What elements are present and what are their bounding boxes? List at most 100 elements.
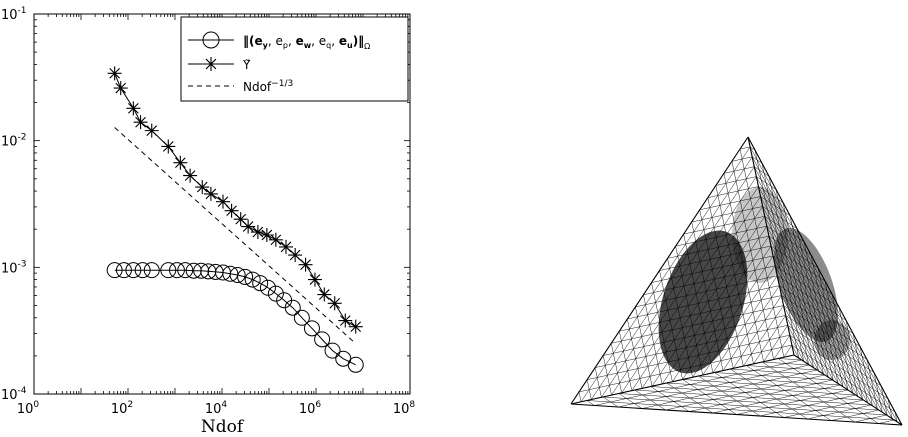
data-point-star: [161, 139, 176, 154]
data-point-circle: [303, 320, 320, 337]
data-point-circle: [125, 262, 142, 279]
tetrahedron-mesh: [570, 136, 903, 426]
mesh-right-face: [824, 280, 849, 391]
mesh-bottom-face: [714, 372, 833, 381]
x-tick-label: 100: [17, 400, 40, 417]
mesh-right-face: [760, 196, 873, 407]
mesh-bottom-face: [878, 419, 895, 424]
mesh-right-face: [754, 150, 800, 359]
mesh-right-face: [749, 146, 898, 422]
data-point-star: [338, 313, 353, 328]
mesh-bottom-face: [594, 359, 802, 406]
data-point-circle: [252, 275, 269, 292]
x-axis-label: Ndof: [201, 417, 245, 437]
data-point-star: [107, 66, 122, 81]
mesh-right-face: [789, 335, 889, 399]
mesh-left-face: [723, 166, 755, 174]
mesh-right-face: [779, 285, 829, 378]
mesh-bottom-face: [618, 364, 810, 408]
mesh-right-face: [791, 344, 896, 413]
data-point-star: [327, 296, 342, 311]
mesh-right-face: [783, 305, 819, 372]
data-point-circle: [314, 331, 331, 348]
mesh-left-face: [627, 318, 643, 389]
mesh-bottom-face: [618, 393, 879, 411]
mesh-left-face: [691, 206, 763, 223]
data-point-star: [133, 115, 148, 130]
mesh-edge: [747, 136, 903, 426]
mesh-bottom-face: [586, 400, 895, 421]
mesh-right-face: [754, 166, 770, 177]
mesh-right-face: [791, 344, 800, 359]
y-tick-label: 10-2: [1, 133, 27, 150]
mesh-refined-region-corner: [814, 320, 850, 360]
mesh-right-face: [787, 325, 809, 365]
mesh-bottom-face: [602, 396, 887, 416]
mesh-edge: [793, 354, 903, 426]
mesh-bottom-face: [746, 365, 818, 371]
mesh-right-face: [770, 245, 826, 282]
mesh-right-face: [775, 265, 840, 308]
mesh-left-face: [580, 146, 751, 402]
data-point-circle: [284, 299, 301, 316]
axis-tick-labels: 100 102 104 106 108 10-4 10-3 10-2 10-1: [1, 6, 415, 417]
mesh-right-face: [787, 325, 882, 386]
mesh-left-face: [731, 161, 774, 360]
chart-marks: [106, 66, 364, 373]
mesh-bottom-face: [650, 386, 864, 401]
data-point-circle: [324, 342, 341, 359]
data-point-circle: [293, 309, 310, 326]
mesh-right-face: [758, 186, 784, 203]
mesh-right-face: [758, 186, 878, 410]
mesh-bottom-face: [618, 393, 643, 409]
mesh-left-face: [739, 146, 751, 150]
mesh-right-face: [838, 307, 859, 397]
data-point-circle: [160, 262, 177, 279]
data-point-star: [298, 257, 313, 272]
mesh-bottom-face: [778, 358, 802, 361]
mesh-left-face: [743, 305, 784, 367]
mesh-left-face: [578, 391, 582, 402]
data-point-circle: [177, 262, 194, 279]
mesh-right-face: [852, 333, 868, 403]
mesh-bottom-face: [650, 386, 690, 412]
mesh-bottom-face: [714, 372, 784, 418]
data-point-star: [215, 194, 230, 209]
mesh-left-face: [739, 149, 785, 358]
legend-marker-circle: [202, 31, 220, 49]
data-point-star: [307, 272, 322, 287]
mesh-left-face: [707, 186, 759, 198]
mesh-bottom-face: [634, 389, 872, 406]
mesh-bottom-face: [783, 399, 864, 418]
mesh-right-face: [796, 228, 829, 378]
mesh-right-face: [789, 215, 824, 375]
mesh-bottom-face: [746, 365, 832, 421]
legend-label-upsilon: Υ̃: [242, 58, 251, 72]
mesh-bottom-face: [586, 400, 595, 406]
data-point-star: [279, 239, 294, 254]
mesh-left-face: [783, 344, 793, 358]
data-point-circle: [259, 279, 276, 296]
mesh-edge: [570, 354, 795, 405]
mesh-right-face: [783, 305, 868, 360]
mesh-right-face: [770, 245, 849, 391]
data-point-star: [113, 81, 128, 96]
data-point-star: [241, 219, 256, 234]
mesh-right-face: [766, 226, 812, 255]
mesh-refined-region-apex: [732, 187, 788, 283]
legend-label-error: ‖(ey, ep, ew, eq, eu)‖Ω: [243, 34, 370, 51]
data-point-star: [173, 155, 188, 170]
y-tick-label: 10-1: [1, 6, 27, 23]
mesh-right-face: [880, 385, 888, 416]
data-point-circle: [106, 262, 123, 279]
mesh-right-face: [754, 166, 888, 416]
mesh-right-face: [761, 163, 805, 362]
data-point-star: [126, 101, 141, 116]
mesh-left-face: [763, 325, 788, 362]
mesh-right-face: [810, 254, 839, 384]
mesh-bottom-face: [682, 379, 737, 415]
mesh-bottom-face: [736, 389, 849, 415]
mesh-left-face: [594, 367, 602, 398]
mesh-right-face: [768, 176, 809, 365]
